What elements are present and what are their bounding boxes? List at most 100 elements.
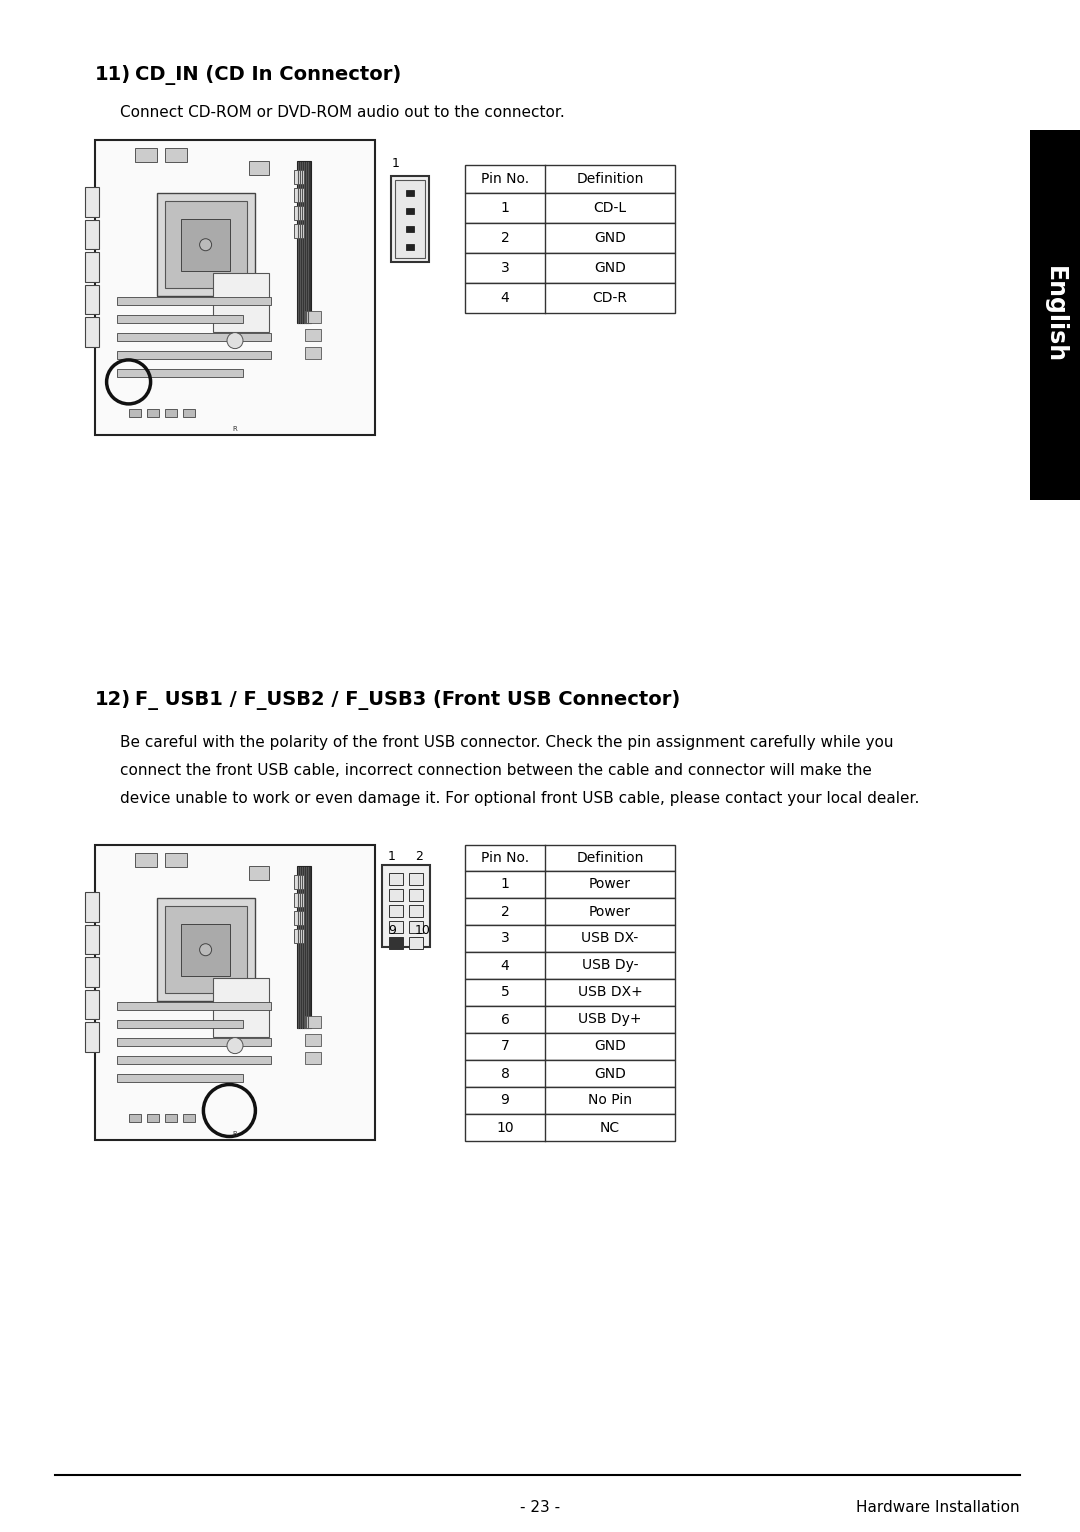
Text: 10: 10 — [496, 1120, 514, 1135]
Text: CD-R: CD-R — [593, 291, 627, 305]
Bar — [164, 1114, 177, 1123]
Bar — [183, 409, 194, 417]
Text: NC: NC — [599, 1120, 620, 1135]
Bar — [395, 179, 426, 257]
Bar — [382, 866, 430, 947]
Text: 12): 12) — [95, 689, 131, 709]
Text: USB Dy-: USB Dy- — [582, 959, 638, 973]
Bar — [406, 208, 414, 214]
Bar — [465, 253, 675, 283]
Text: 9: 9 — [500, 1094, 510, 1108]
Bar — [164, 905, 246, 993]
Text: 4: 4 — [501, 291, 510, 305]
Bar — [85, 187, 99, 216]
Bar — [294, 930, 303, 944]
Text: Be careful with the polarity of the front USB connector. Check the pin assignmen: Be careful with the polarity of the fron… — [120, 735, 893, 751]
Bar — [85, 958, 99, 987]
Bar — [213, 977, 269, 1037]
Text: GND: GND — [594, 1040, 626, 1054]
Bar — [118, 1020, 243, 1028]
Circle shape — [200, 239, 212, 251]
Bar — [294, 170, 303, 184]
Text: 6: 6 — [500, 1013, 510, 1026]
Bar — [465, 1033, 675, 1060]
Text: 1: 1 — [388, 850, 396, 863]
Text: 2: 2 — [415, 850, 423, 863]
Text: Power: Power — [589, 878, 631, 892]
Bar — [465, 872, 675, 898]
Text: F_ USB1 / F_USB2 / F_USB3 (Front USB Connector): F_ USB1 / F_USB2 / F_USB3 (Front USB Con… — [135, 689, 680, 709]
Text: 2: 2 — [501, 231, 510, 245]
Text: GND: GND — [594, 231, 626, 245]
Bar — [165, 149, 187, 162]
Bar — [294, 224, 303, 239]
Bar — [465, 1114, 675, 1141]
Bar — [389, 873, 403, 885]
Text: USB DX-: USB DX- — [581, 931, 638, 945]
Text: 8: 8 — [500, 1066, 510, 1080]
Bar — [135, 853, 157, 867]
Text: device unable to work or even damage it. For optional front USB cable, please co: device unable to work or even damage it.… — [120, 791, 919, 806]
Bar — [389, 889, 403, 901]
Text: Power: Power — [589, 904, 631, 919]
Bar — [181, 219, 230, 271]
Bar — [305, 311, 321, 323]
Bar — [406, 190, 414, 196]
Text: Definition: Definition — [577, 850, 644, 866]
Bar — [118, 1002, 271, 1011]
Bar — [183, 1114, 194, 1123]
Bar — [249, 866, 269, 879]
Bar — [465, 283, 675, 313]
Bar — [118, 1039, 271, 1046]
Bar — [1030, 130, 1080, 499]
Text: - 23 -: - 23 - — [519, 1500, 561, 1515]
Text: GND: GND — [594, 260, 626, 276]
Bar — [391, 176, 429, 262]
Text: Definition: Definition — [577, 172, 644, 185]
Bar — [164, 201, 246, 288]
Bar — [157, 193, 255, 296]
Text: 4: 4 — [501, 959, 510, 973]
Bar — [406, 227, 414, 231]
Bar — [389, 905, 403, 918]
Bar — [409, 938, 423, 948]
Bar — [389, 921, 403, 933]
Bar — [85, 285, 99, 314]
Bar — [95, 846, 375, 1140]
Text: GND: GND — [594, 1066, 626, 1080]
Text: 7: 7 — [501, 1040, 510, 1054]
Bar — [147, 409, 159, 417]
Bar — [465, 925, 675, 951]
Bar — [409, 873, 423, 885]
Bar — [465, 1088, 675, 1114]
Bar — [85, 219, 99, 250]
Bar — [409, 905, 423, 918]
Bar — [465, 846, 675, 872]
Bar — [85, 253, 99, 282]
Circle shape — [200, 944, 212, 956]
Text: No Pin: No Pin — [588, 1094, 632, 1108]
Bar — [95, 139, 375, 435]
Text: connect the front USB cable, incorrect connection between the cable and connecto: connect the front USB cable, incorrect c… — [120, 763, 872, 778]
Bar — [409, 921, 423, 933]
Bar — [118, 297, 271, 305]
Bar — [305, 1052, 321, 1063]
Text: USB Dy+: USB Dy+ — [578, 1013, 642, 1026]
Text: 1: 1 — [392, 156, 400, 170]
Bar — [305, 346, 321, 358]
Text: CD-L: CD-L — [593, 201, 626, 214]
Bar — [213, 273, 269, 332]
Bar — [465, 224, 675, 253]
Bar — [118, 369, 243, 377]
Bar — [165, 853, 187, 867]
Bar — [129, 1114, 140, 1123]
Bar — [294, 188, 303, 202]
Bar — [249, 161, 269, 175]
Bar — [118, 334, 271, 342]
Text: 11): 11) — [95, 64, 131, 84]
Bar — [85, 925, 99, 954]
Text: 10: 10 — [415, 924, 431, 938]
Bar — [294, 893, 303, 907]
Bar — [465, 165, 675, 193]
Bar — [406, 244, 414, 250]
